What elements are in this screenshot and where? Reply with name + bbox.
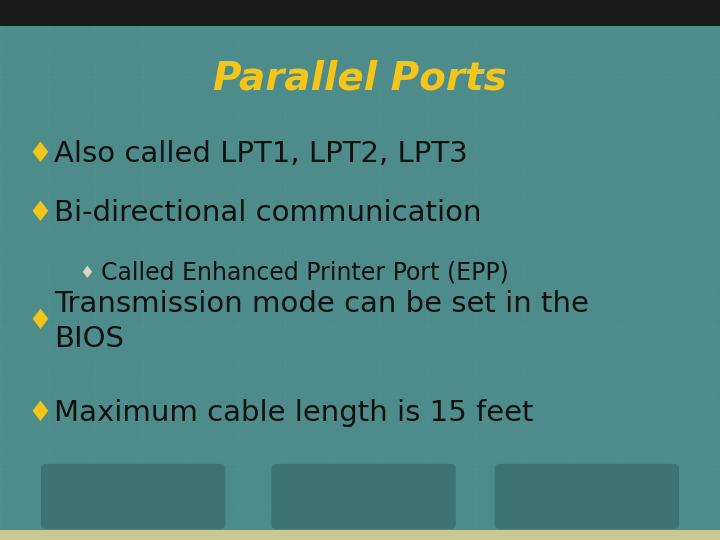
Text: Transmission mode can be set in the
BIOS: Transmission mode can be set in the BIOS: [54, 290, 589, 353]
FancyBboxPatch shape: [271, 464, 456, 529]
Text: Also called LPT1, LPT2, LPT3: Also called LPT1, LPT2, LPT3: [54, 140, 468, 168]
Text: ♦: ♦: [79, 264, 94, 282]
Text: ♦: ♦: [27, 199, 52, 227]
FancyBboxPatch shape: [41, 464, 225, 529]
Text: ♦: ♦: [27, 140, 52, 168]
Bar: [0, 0, 720, 26]
Text: Maximum cable length is 15 feet: Maximum cable length is 15 feet: [54, 399, 534, 427]
FancyBboxPatch shape: [495, 464, 679, 529]
Text: Bi-directional communication: Bi-directional communication: [54, 199, 482, 227]
Text: Called Enhanced Printer Port (EPP): Called Enhanced Printer Port (EPP): [101, 261, 508, 285]
Text: Parallel Ports: Parallel Ports: [213, 59, 507, 97]
Text: ♦: ♦: [27, 307, 52, 335]
Text: ♦: ♦: [27, 399, 52, 427]
Bar: [0, 530, 720, 540]
